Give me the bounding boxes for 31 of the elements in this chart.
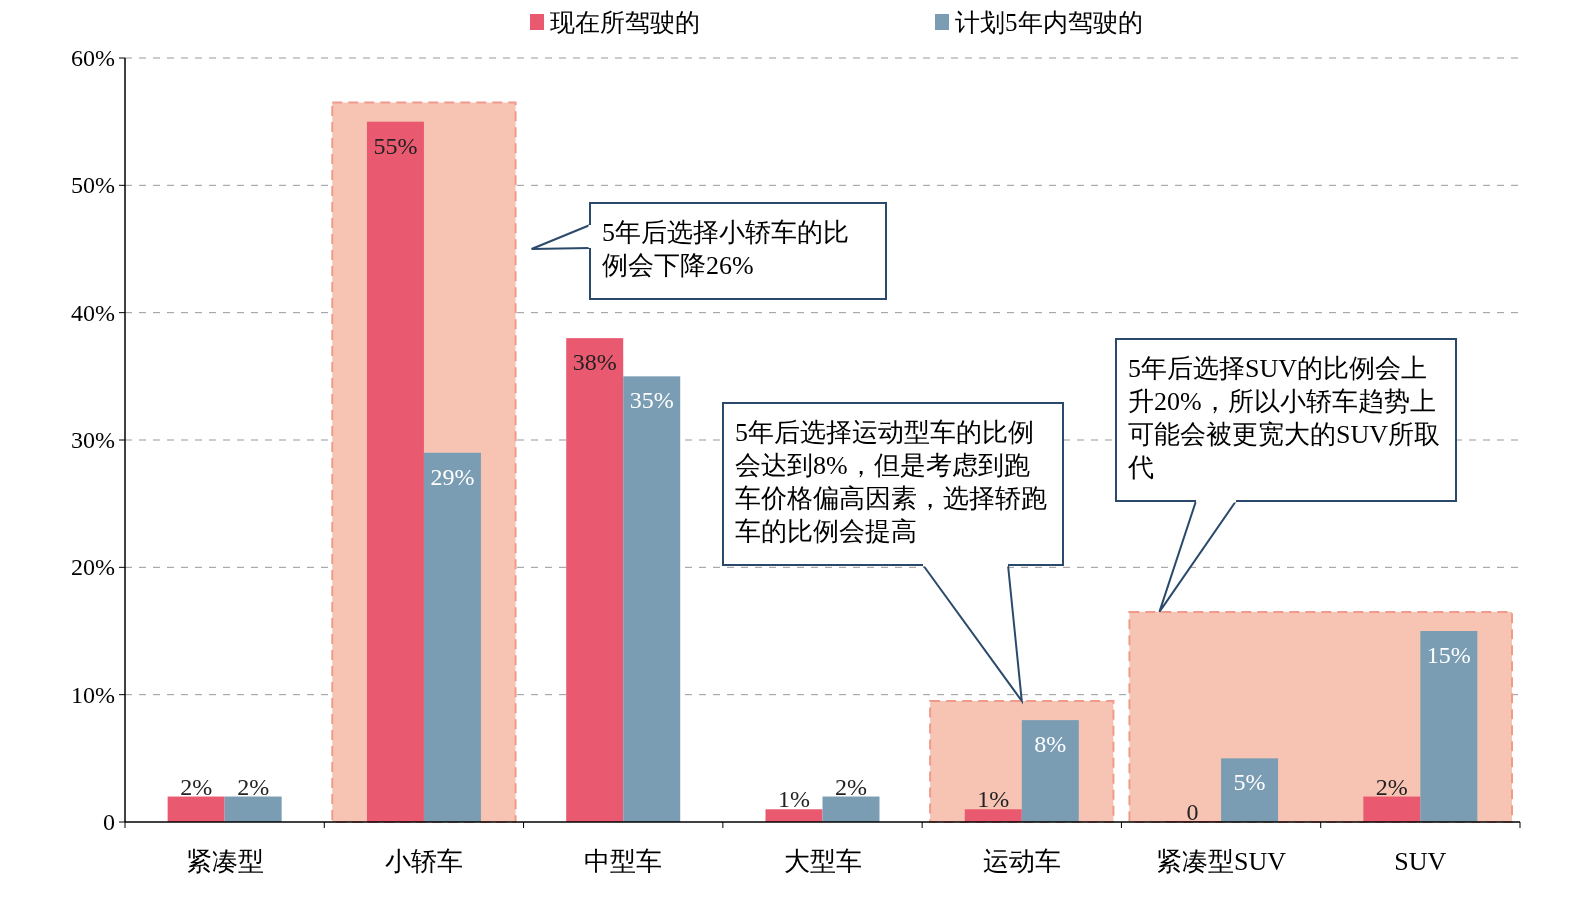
y-tick-label: 0: [103, 809, 115, 835]
data-label: 1%: [778, 786, 810, 813]
x-tick-label: 紧凑型: [185, 847, 264, 876]
y-tick-label: 50%: [71, 172, 115, 199]
y-tick-label: 20%: [71, 554, 115, 581]
data-label: 2%: [835, 773, 867, 800]
data-label: 2%: [1375, 773, 1408, 800]
data-label: 15%: [1426, 642, 1471, 668]
x-tick-label: 中型车: [584, 847, 663, 876]
data-label: 55%: [373, 132, 418, 159]
data-label: 2%: [237, 773, 270, 800]
x-tick-label: 紧凑型SUV: [1156, 847, 1287, 876]
y-tick-label: 30%: [71, 427, 115, 453]
data-label: 1%: [977, 786, 1010, 813]
data-label: 8%: [1034, 731, 1067, 758]
data-label: 29%: [430, 463, 475, 490]
data-label: 0: [1186, 799, 1199, 825]
annotation: 5年后选择小轿车的比例会下降26%: [602, 218, 849, 280]
annotation: 5年后选择运动型车的比例会达到8%，但是考虑到跑车价格偏高因素，选择轿跑车的比例会提高: [735, 418, 1047, 546]
data-label: 2%: [180, 773, 213, 800]
y-tick-label: 10%: [71, 681, 115, 708]
y-tick-label: 60%: [71, 45, 115, 71]
data-label: 35%: [629, 387, 674, 414]
x-tick-label: SUV: [1394, 847, 1447, 876]
x-tick-label: 运动车: [982, 847, 1061, 876]
data-label: 38%: [572, 349, 617, 376]
data-label: 5%: [1233, 769, 1266, 796]
annotation: 5年后选择SUV的比例会上升20%，所以小轿车趋势上可能会被更宽大的SUV所取代: [1127, 354, 1441, 482]
y-tick-label: 40%: [71, 299, 115, 326]
x-tick-label: 小轿车: [384, 847, 463, 876]
x-tick-label: 大型车: [783, 847, 862, 876]
